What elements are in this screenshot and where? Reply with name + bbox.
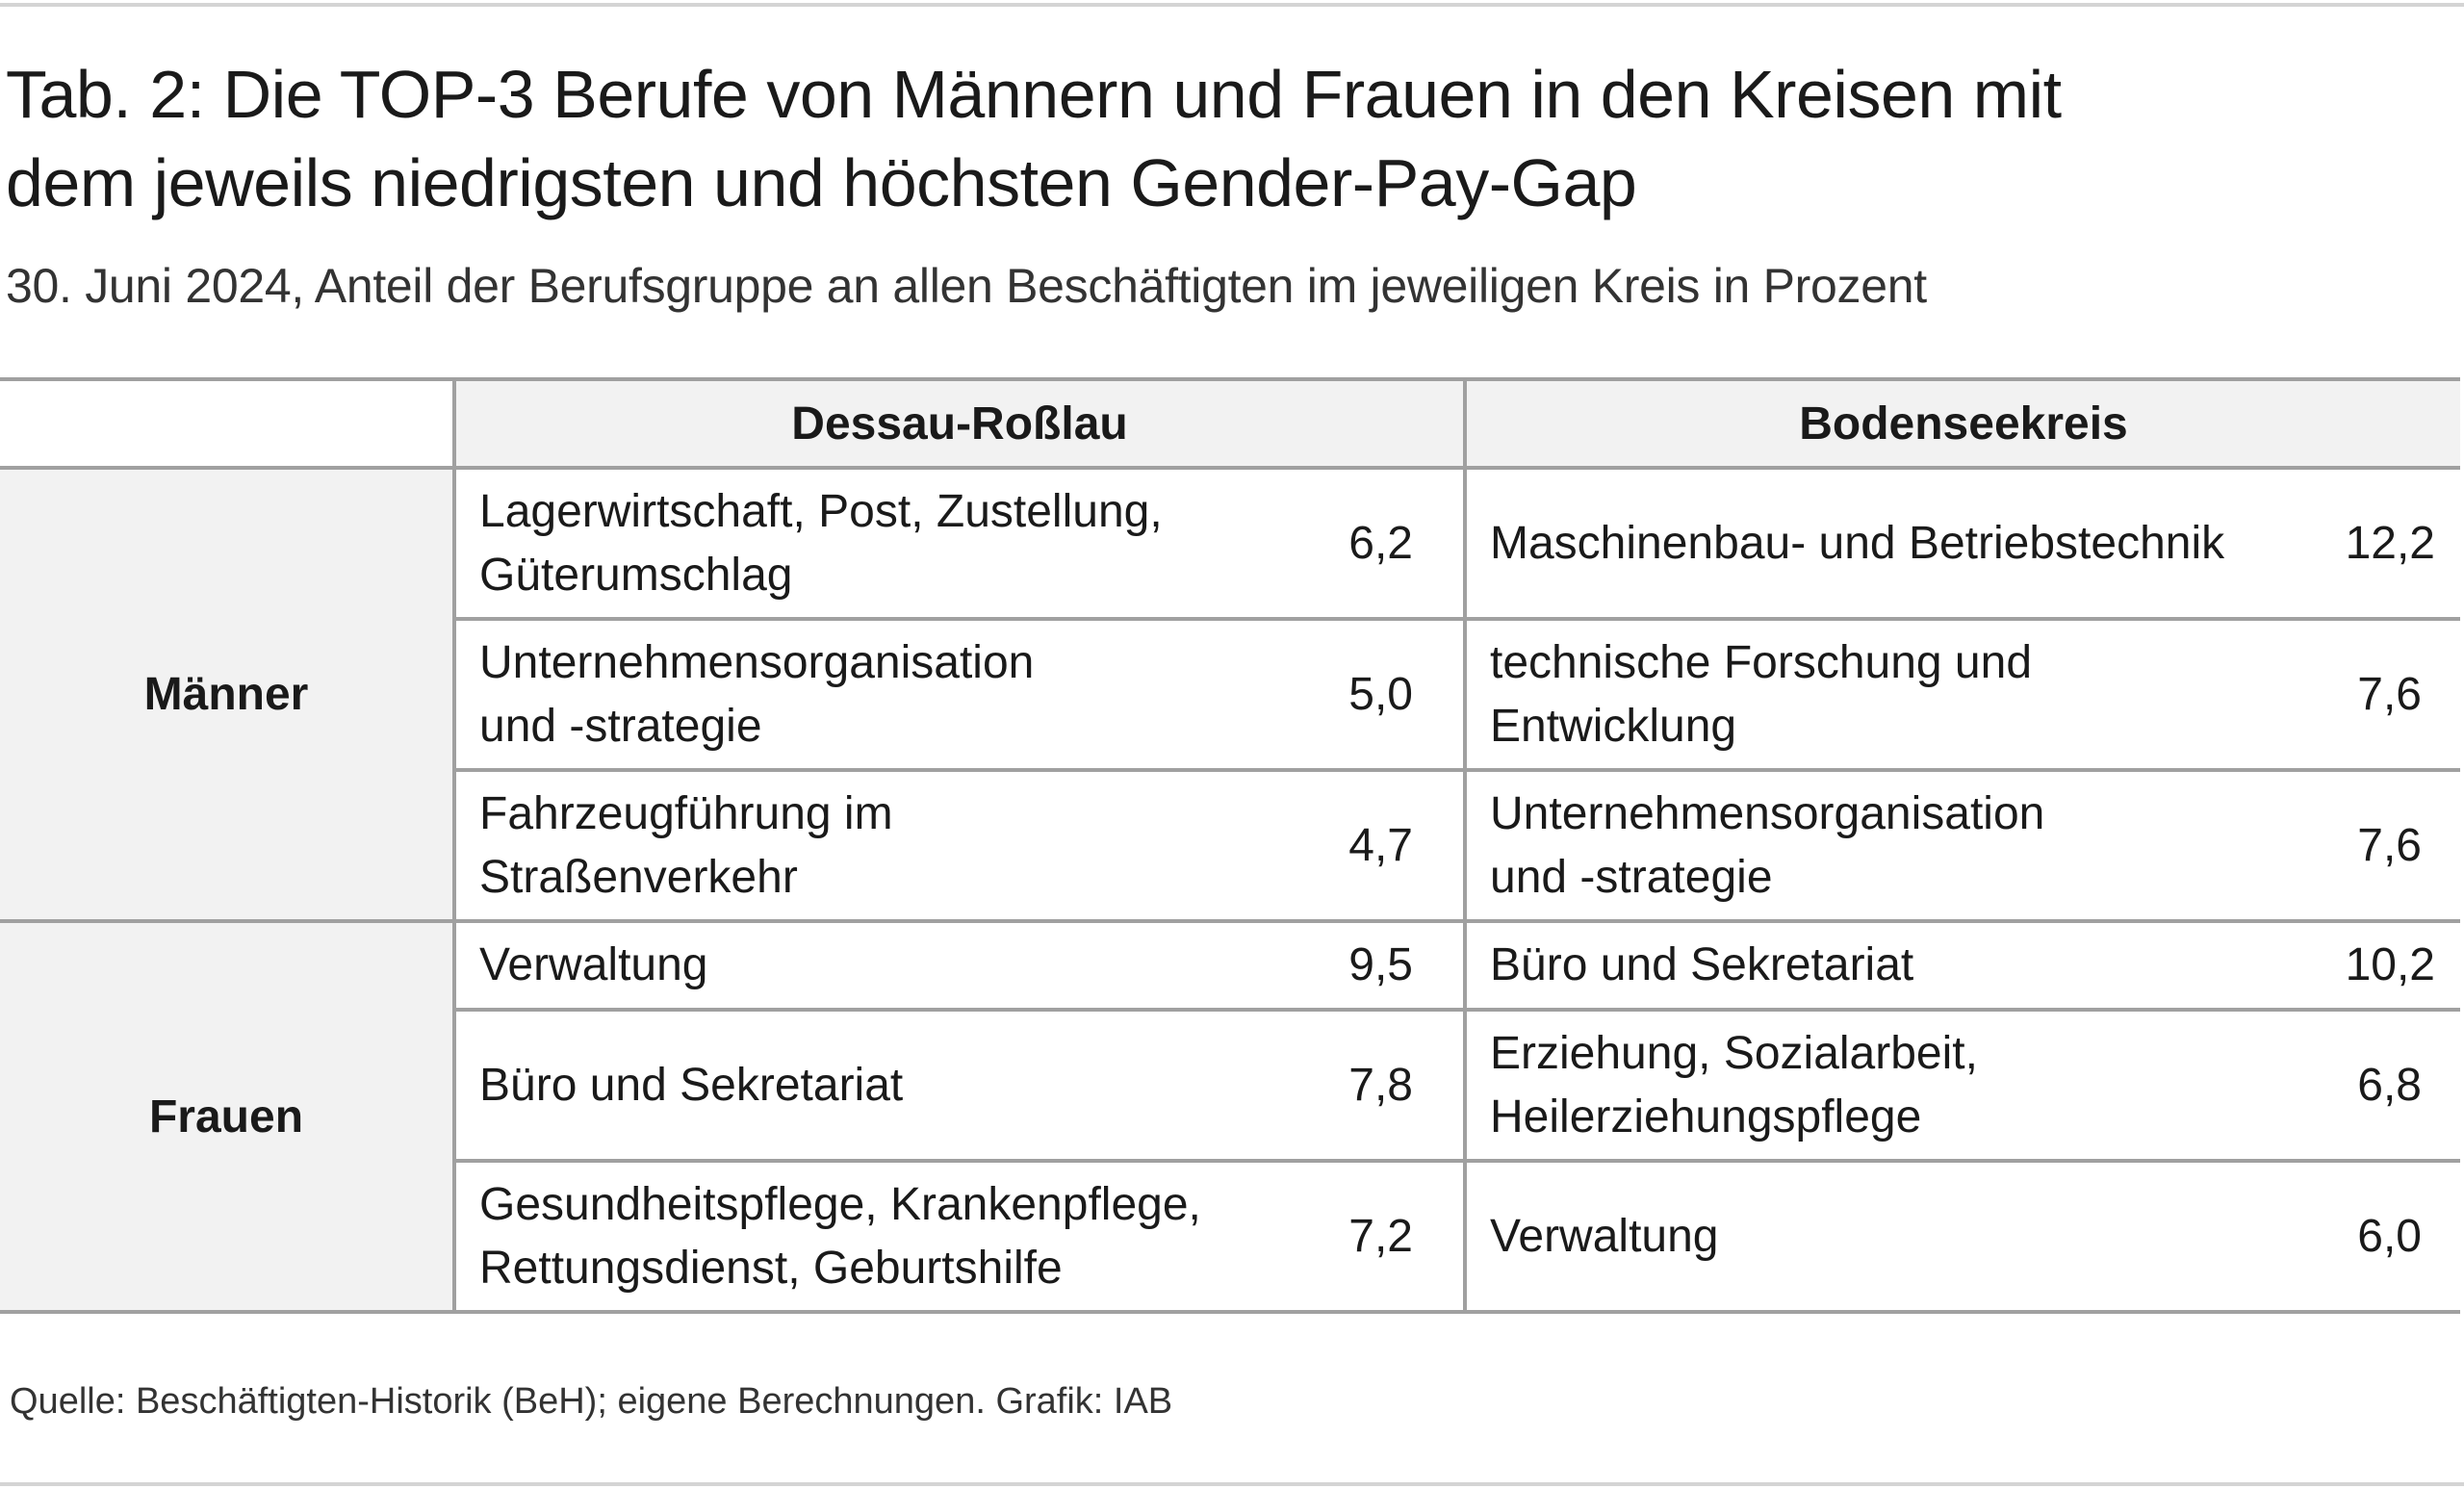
dessau-cell: Verwaltung 9,5 bbox=[452, 919, 1467, 1012]
occupation: Maschinenbau- und Betriebstechnik bbox=[1490, 517, 2225, 569]
occupation: Verwaltung bbox=[479, 939, 708, 990]
dessau-cell: Büro und Sekretariat 7,8 bbox=[454, 1008, 1467, 1163]
share-value: 7,6 bbox=[2357, 819, 2422, 871]
share-value: 7,8 bbox=[1348, 1059, 1413, 1111]
table-row: Männer Lagerwirtschaft, Post, Zustellung… bbox=[0, 466, 2460, 923]
share-value: 10,2 bbox=[2345, 939, 2435, 990]
table-row: Büro und Sekretariat 7,8 Erziehung, Sozi… bbox=[0, 1008, 2460, 1163]
occupation: technische Forschung und Entwicklung bbox=[1490, 636, 2033, 752]
column-header-bodensee: Bodenseekreis bbox=[1463, 377, 2460, 470]
table-title: Tab. 2: Die TOP-3 Berufe von Männern und… bbox=[6, 50, 2220, 227]
bottom-rule bbox=[0, 1482, 2464, 1486]
bodensee-cell: technische Forschung und Entwicklung 7,6 bbox=[1463, 617, 2460, 772]
table-row: Unternehmensorganisation und -strategie … bbox=[0, 617, 2460, 772]
share-value: 7,2 bbox=[1348, 1210, 1413, 1262]
table-subtitle: 30. Juni 2024, Anteil der Berufsgruppe a… bbox=[6, 259, 1927, 313]
bodensee-cell: Verwaltung 6,0 bbox=[1463, 1159, 2460, 1314]
title-line-2: dem jeweils niedrigsten und höchsten Gen… bbox=[6, 145, 1637, 220]
title-line-1: Tab. 2: Die TOP-3 Berufe von Männern und… bbox=[6, 57, 2062, 132]
bodensee-cell: Büro und Sekretariat 10,2 bbox=[1463, 919, 2460, 1012]
occupations-table: Dessau-Roßlau Bodenseekreis Männer Lager… bbox=[0, 377, 2460, 1314]
share-value: 6,2 bbox=[1348, 517, 1413, 569]
dessau-cell: Fahrzeugführung im Straßenverkehr 4,7 bbox=[454, 768, 1467, 923]
share-value: 4,7 bbox=[1348, 819, 1413, 871]
share-value: 6,8 bbox=[2357, 1059, 2422, 1111]
occupation: Unternehmensorganisation und -strategie bbox=[479, 636, 1035, 752]
share-value: 7,6 bbox=[2357, 668, 2422, 720]
share-value: 9,5 bbox=[1348, 939, 1413, 990]
bodensee-cell: Erziehung, Sozialarbeit, Heilerziehungsp… bbox=[1463, 1008, 2460, 1163]
table-row: Frauen Verwaltung 9,5 Büro und Sekretari… bbox=[0, 919, 2460, 1314]
occupation: Büro und Sekretariat bbox=[479, 1059, 904, 1111]
dessau-cell: Lagerwirtschaft, Post, Zustellung, Güter… bbox=[452, 466, 1467, 621]
share-value: 12,2 bbox=[2345, 517, 2435, 569]
group-label-maenner: Männer bbox=[0, 466, 456, 923]
top-rule bbox=[0, 3, 2464, 7]
share-value: 5,0 bbox=[1348, 668, 1413, 720]
bodensee-cell: Unternehmensorganisation und -strategie … bbox=[1463, 768, 2460, 923]
occupation: Büro und Sekretariat bbox=[1490, 939, 1914, 990]
share-value: 6,0 bbox=[2357, 1210, 2422, 1262]
occupation: Unternehmensorganisation und -strategie bbox=[1490, 787, 2045, 903]
group-label-frauen: Frauen bbox=[0, 919, 456, 1314]
corner-cell bbox=[0, 377, 456, 470]
dessau-cell: Unternehmensorganisation und -strategie … bbox=[454, 617, 1467, 772]
occupation: Lagerwirtschaft, Post, Zustellung, Güter… bbox=[479, 485, 1163, 601]
bodensee-cell: Maschinenbau- und Betriebstechnik 12,2 bbox=[1463, 466, 2460, 621]
header-row: Dessau-Roßlau Bodenseekreis bbox=[0, 377, 2460, 470]
occupation: Fahrzeugführung im Straßenverkehr bbox=[479, 787, 893, 903]
table-row: Gesundheitspflege, Krankenpflege, Rettun… bbox=[0, 1159, 2460, 1314]
occupation: Verwaltung bbox=[1490, 1210, 1719, 1262]
column-header-dessau: Dessau-Roßlau bbox=[452, 377, 1467, 470]
occupation: Gesundheitspflege, Krankenpflege, Rettun… bbox=[479, 1178, 1201, 1294]
table-row: Fahrzeugführung im Straßenverkehr 4,7 Un… bbox=[0, 768, 2460, 923]
occupation: Erziehung, Sozialarbeit, Heilerziehungsp… bbox=[1490, 1027, 1978, 1142]
source-note: Quelle: Beschäftigten-Historik (BeH); ei… bbox=[10, 1381, 1173, 1422]
dessau-cell: Gesundheitspflege, Krankenpflege, Rettun… bbox=[454, 1159, 1467, 1314]
